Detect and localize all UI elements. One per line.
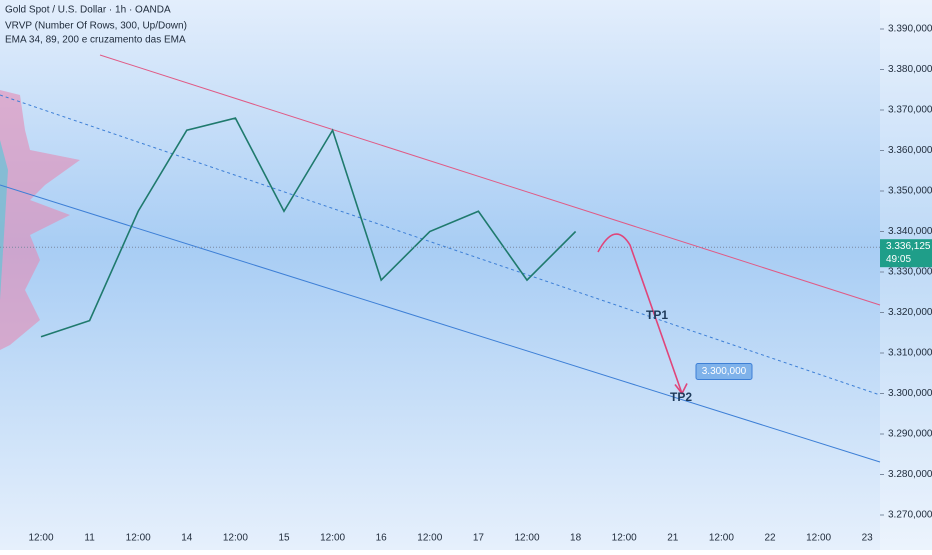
channel-upper xyxy=(99,54,881,306)
y-tick-label: 3.310,000 xyxy=(888,348,932,359)
arrow-head xyxy=(674,383,688,395)
x-tick-label: 12:00 xyxy=(806,533,831,544)
x-tick-label: 12:00 xyxy=(612,533,637,544)
x-tick-label: 23 xyxy=(862,533,874,544)
indicator: EMA 34, 89, 200 e cruzamento das EMA xyxy=(5,35,186,46)
channel-lower xyxy=(0,184,881,463)
y-tick-label: 3.270,000 xyxy=(888,510,932,521)
tp-label: TP2 xyxy=(670,390,692,404)
channel-mid xyxy=(0,94,881,396)
x-tick-label: 15 xyxy=(278,533,290,544)
y-tick-label: 3.290,000 xyxy=(888,429,932,440)
y-tick-label: 3.360,000 xyxy=(888,145,932,156)
x-tick-label: 11 xyxy=(84,533,95,544)
y-tick-label: 3.320,000 xyxy=(888,307,932,318)
x-tick-label: 12:00 xyxy=(514,533,539,544)
price-tag xyxy=(880,239,932,268)
y-tick-label: 3.380,000 xyxy=(888,64,932,75)
price-scale xyxy=(880,0,932,550)
tp-label: TP1 xyxy=(646,308,668,322)
x-tick-label: 21 xyxy=(667,533,679,544)
x-tick-label: 12:00 xyxy=(417,533,442,544)
y-tick-label: 3.300,000 xyxy=(888,388,932,399)
y-tick-label: 3.280,000 xyxy=(888,469,932,480)
y-tick-label: 3.330,000 xyxy=(888,267,932,278)
price-tag-label: 3.336,125 xyxy=(886,241,931,252)
price-line xyxy=(40,117,577,338)
countdown: 49:05 xyxy=(886,254,911,265)
x-tick-label: 14 xyxy=(181,533,193,544)
x-tick-label: 18 xyxy=(570,533,582,544)
chart-title: Gold Spot / U.S. Dollar · 1h · OANDA xyxy=(5,5,171,16)
target-box xyxy=(695,363,753,380)
x-tick-label: 12:00 xyxy=(126,533,151,544)
projection-arrow xyxy=(597,233,683,394)
x-tick-label: 12:00 xyxy=(709,533,734,544)
y-tick-label: 3.370,000 xyxy=(888,105,932,116)
indicator: VRVP (Number Of Rows, 300, Up/Down) xyxy=(5,21,187,32)
x-tick-label: 12:00 xyxy=(223,533,248,544)
x-tick-label: 12:00 xyxy=(28,533,53,544)
volume-profile xyxy=(0,140,8,300)
y-tick-label: 3.390,000 xyxy=(888,24,932,35)
target-label: 3.300,000 xyxy=(702,366,747,377)
x-tick-label: 16 xyxy=(376,533,388,544)
x-tick-label: 17 xyxy=(473,533,485,544)
y-tick-label: 3.340,000 xyxy=(888,226,932,237)
volume-profile xyxy=(0,90,80,350)
x-tick-label: 22 xyxy=(764,533,776,544)
y-tick-label: 3.350,000 xyxy=(888,186,932,197)
x-tick-label: 12:00 xyxy=(320,533,345,544)
